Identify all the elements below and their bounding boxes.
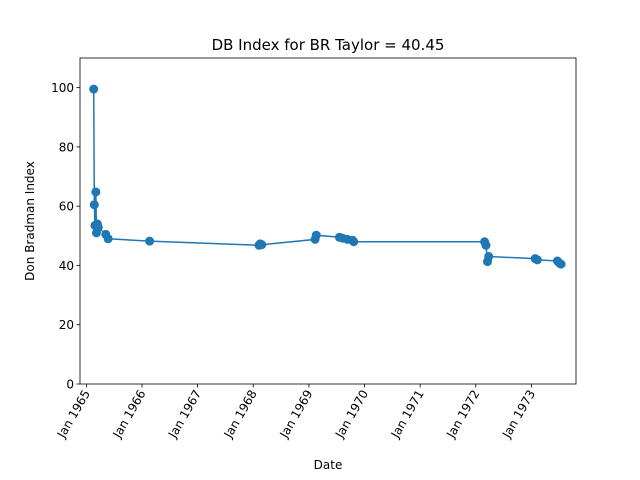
data-point [349, 237, 359, 247]
data-point [257, 240, 267, 250]
y-tick-label: 80 [59, 140, 74, 154]
data-point [481, 240, 491, 250]
data-point [89, 84, 99, 94]
data-point [89, 200, 99, 210]
data-point [103, 234, 113, 244]
data-point [556, 259, 566, 269]
y-tick-label: 20 [59, 318, 74, 332]
data-point [145, 236, 155, 246]
data-point [91, 187, 101, 197]
plot-frame [79, 57, 577, 385]
data-point [484, 252, 494, 262]
data-point [311, 230, 321, 240]
y-tick-label: 0 [66, 378, 74, 392]
y-tick-label: 100 [51, 81, 74, 95]
x-axis-label: Date [314, 458, 343, 472]
data-point [532, 255, 542, 265]
data-point [93, 223, 103, 233]
chart-title: DB Index for BR Taylor = 40.45 [212, 36, 445, 54]
y-tick-label: 60 [59, 200, 74, 214]
y-tick-label: 40 [59, 259, 74, 273]
y-axis-label: Don Bradman Index [23, 161, 37, 281]
